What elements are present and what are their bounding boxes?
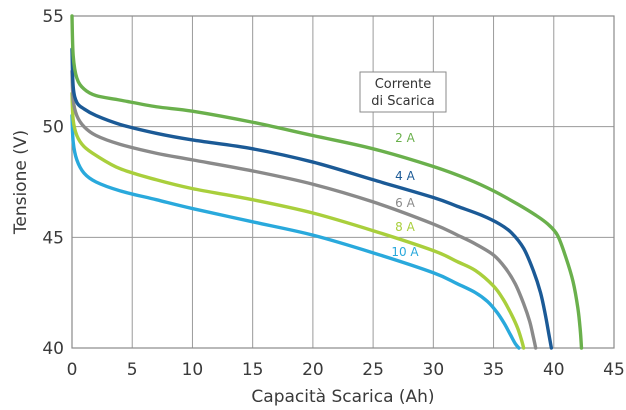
y-tick-label: 45 [42,228,64,248]
y-tick-label: 40 [42,339,64,359]
series-line-8a [70,91,526,350]
y-tick-labels: 40 45 50 55 [42,7,64,359]
x-tick-label: 20 [302,360,324,380]
series-label-10a: 10 A [391,245,419,259]
x-tick-label: 0 [67,360,78,380]
legend-title-line-1: Corrente [375,77,432,92]
x-tick-label: 25 [362,360,384,380]
legend-title-line-2: di Scarica [371,94,434,109]
series-line-2a [70,14,584,350]
series-label-2a: 2 A [395,131,415,145]
x-tick-label: 40 [543,360,565,380]
series-label-8a: 8 A [395,220,415,234]
x-tick-label: 30 [423,360,445,380]
y-axis-title: Tensione (V) [11,130,31,235]
x-tick-label: 45 [603,360,625,380]
plot-frame [71,15,615,349]
legend: Corrente di Scarica [359,71,447,113]
x-tick-label: 5 [127,360,138,380]
x-tick-label: 15 [242,360,264,380]
x-tick-labels: 0 5 10 15 20 25 30 35 40 45 [67,360,625,380]
series-label-4a: 4 A [395,169,415,183]
series-line-6a [70,69,538,350]
x-axis-title: Capacità Scarica (Ah) [251,387,434,407]
series-line-10a [70,113,521,350]
x-tick-label: 35 [483,360,505,380]
series-labels: 2 A 4 A 6 A 8 A 10 A [391,131,419,259]
curves [70,14,584,350]
series-line-4a [70,47,554,350]
grid [72,16,614,348]
y-tick-label: 55 [42,7,64,27]
series-label-6a: 6 A [395,196,415,210]
x-tick-label: 10 [182,360,204,380]
legend-frame [359,71,447,113]
y-tick-label: 50 [42,118,64,138]
